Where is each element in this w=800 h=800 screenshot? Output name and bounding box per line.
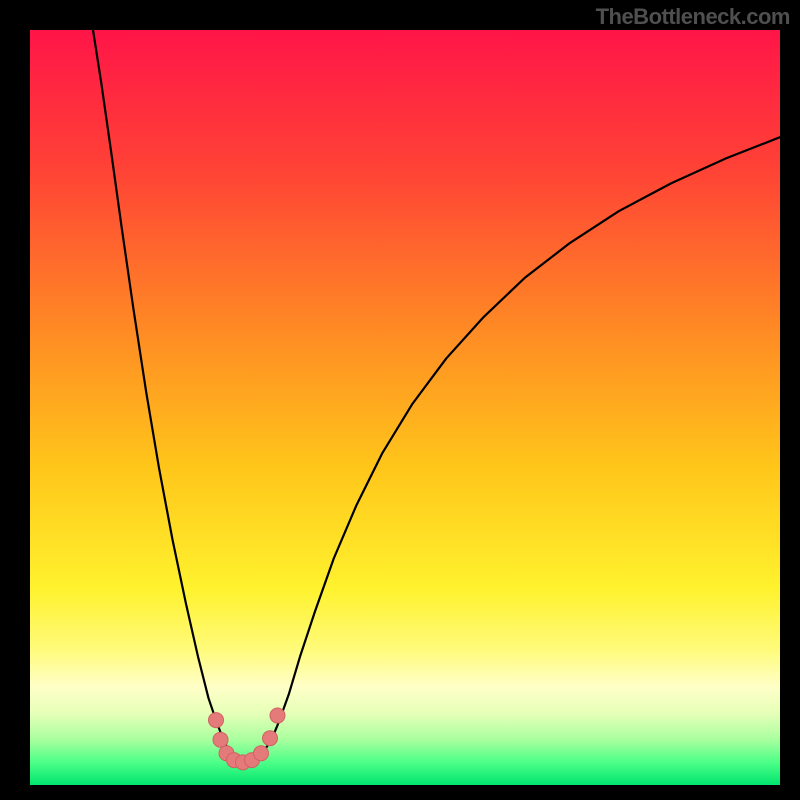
marker-point — [263, 731, 278, 746]
marker-point — [270, 708, 285, 723]
marker-point — [254, 746, 269, 761]
plot-area — [30, 30, 780, 785]
marker-point — [213, 732, 228, 747]
curve-layer — [30, 30, 780, 785]
bottleneck-curve — [93, 30, 780, 761]
chart-container: TheBottleneck.com — [0, 0, 800, 800]
watermark-text: TheBottleneck.com — [596, 4, 790, 30]
marker-point — [209, 713, 224, 728]
